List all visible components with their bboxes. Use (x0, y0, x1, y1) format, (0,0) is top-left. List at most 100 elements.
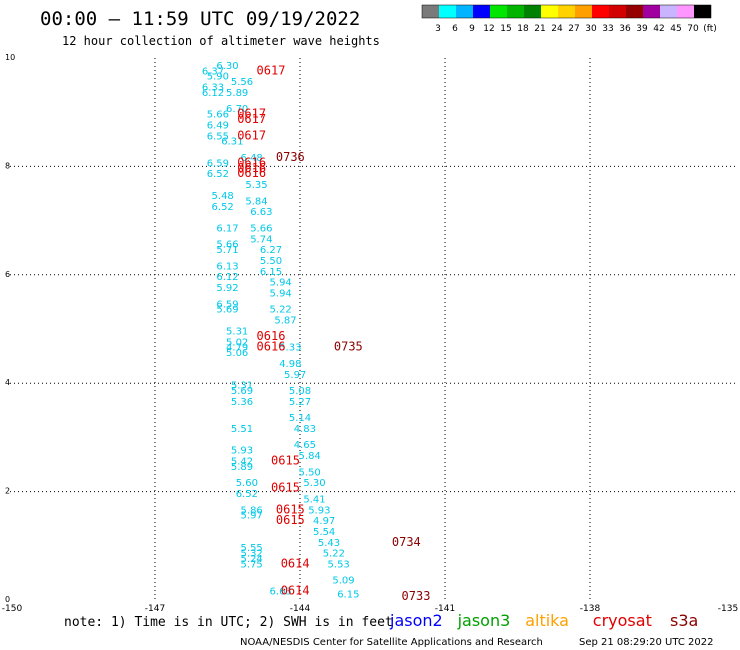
swh-label: 6.15 (337, 589, 359, 600)
swh-label: 5.41 (303, 494, 325, 505)
swh-label: 5.87 (274, 316, 296, 327)
scale-swatch (422, 5, 439, 18)
swh-label: 6.63 (270, 587, 292, 598)
scale-swatch (456, 5, 473, 18)
swh-label: 5.50 (299, 467, 321, 478)
swh-label: 6.70 (226, 104, 248, 115)
swh-label: 5.97 (241, 511, 263, 522)
swh-label: 5.69 (216, 305, 238, 316)
time-label: 0735 (334, 340, 363, 354)
swh-label: 6.48 (241, 153, 263, 164)
x-tick-label: -141 (435, 604, 455, 614)
swh-label: 5.08 (289, 386, 311, 397)
time-label: 0617 (237, 112, 266, 126)
time-label: 0616 (237, 161, 266, 175)
swh-label: 5.66 (207, 110, 229, 121)
swh-label: 6.13 (216, 261, 238, 272)
swh-label: 5.66 (250, 223, 272, 234)
swh-label: 6.37 (202, 66, 224, 77)
swh-label: 6.12 (202, 88, 224, 99)
y-tick-label: 10 (5, 53, 15, 62)
y-tick-label: 4 (5, 378, 10, 387)
swh-label: 6.59 (207, 158, 229, 169)
time-label: 0615 (276, 513, 305, 527)
header: 00:00 – 11:59 UTC 09/19/2022 12 hour col… (40, 8, 380, 48)
time-label: 0616 (257, 329, 286, 343)
swh-label: 6.27 (260, 245, 282, 256)
swh-label: 5.30 (303, 478, 325, 489)
swh-label: 5.86 (241, 505, 263, 516)
x-tick-label: -144 (290, 604, 311, 614)
scale-label: 21 (534, 24, 545, 34)
swh-label: 6.30 (216, 61, 238, 72)
swh-label: 6.12 (216, 272, 238, 283)
scale-swatch (575, 5, 592, 18)
swh-label: 6.52 (212, 202, 234, 213)
swh-label: 5.09 (332, 576, 354, 587)
swh-label: 5.22 (323, 549, 345, 560)
scale-swatch (439, 5, 456, 18)
swh-label: 5.93 (308, 505, 330, 516)
swh-label: 6.52 (236, 489, 258, 500)
swh-label: 5.54 (313, 527, 335, 538)
time-label: 0615 (271, 454, 300, 468)
time-label: 0617 (237, 107, 266, 121)
time-label: 0616 (257, 340, 286, 354)
swh-label: 6.63 (250, 207, 272, 218)
swh-label: 5.55 (241, 543, 263, 554)
footer-note: note: 1) Time is in UTC; 2) SWH is in fe… (64, 615, 393, 630)
swh-label: 5.71 (216, 245, 238, 256)
swh-label: 5.75 (241, 559, 263, 570)
scale-label: 45 (670, 24, 681, 34)
swh-label: 5.56 (231, 77, 253, 88)
swh-label: 6.49 (207, 120, 229, 131)
y-tick-label: 0 (5, 595, 10, 604)
chart-subtitle: 12 hour collection of altimeter wave hei… (62, 34, 380, 48)
swh-label: 5.27 (289, 397, 311, 408)
scale-swatch (694, 5, 711, 18)
swh-label: 5.92 (216, 283, 238, 294)
scale-label: 42 (653, 24, 664, 34)
swh-label: 5.51 (231, 424, 253, 435)
time-label: 0733 (402, 589, 431, 603)
swh-label: 5.24 (241, 554, 263, 565)
y-tick-label: 8 (5, 161, 10, 170)
swh-label: 6.55 (207, 131, 229, 142)
swh-label: 6.17 (216, 223, 238, 234)
time-label: 0617 (257, 63, 286, 77)
swh-label: 5.84 (245, 196, 267, 207)
scale-label: 3 (435, 24, 441, 34)
swh-label: 5.32 (241, 549, 263, 560)
scale-swatch (626, 5, 643, 18)
swh-label: 5.66 (216, 240, 238, 251)
swh-label: 5.35 (245, 180, 267, 191)
swh-label: 5.02 (226, 337, 248, 348)
y-tick-label: 6 (5, 270, 10, 279)
scale-label: 30 (585, 24, 597, 34)
swh-label: 6.52 (207, 169, 229, 180)
scale-swatch (558, 5, 575, 18)
swh-label: 5.93 (231, 446, 253, 457)
x-tick-label: -135 (718, 604, 738, 614)
swh-label: 4.79 (226, 343, 248, 354)
swh-label: 5.60 (236, 478, 258, 489)
satellite-name: altika (525, 611, 569, 630)
color-scale-legend: 3 6 9 12 15 18 21 24 27 30 33 36 39 42 45 70 (ft) (421, 4, 717, 34)
scale-swatch (660, 5, 677, 18)
swh-label: 5.89 (226, 88, 248, 99)
scale-label: 6 (452, 24, 458, 34)
grid (10, 58, 735, 600)
time-labels: 0617061706170617073606160616061606160616… (237, 63, 430, 603)
swh-label: 4.98 (279, 359, 301, 370)
scale-swatch (592, 5, 609, 18)
swh-label: 5.74 (250, 234, 272, 245)
x-tick-label: -138 (580, 604, 601, 614)
scale-label: 15 (500, 24, 511, 34)
scale-swatch (507, 5, 524, 18)
scale-swatch (541, 5, 558, 18)
swh-label: 4.97 (313, 516, 335, 527)
axis-ticks: -150 -147 -144 -141 -138 -135 10 8 6 4 2 0 (2, 53, 738, 614)
swh-label: 6.33 (202, 83, 224, 94)
scale-frame (421, 4, 712, 19)
